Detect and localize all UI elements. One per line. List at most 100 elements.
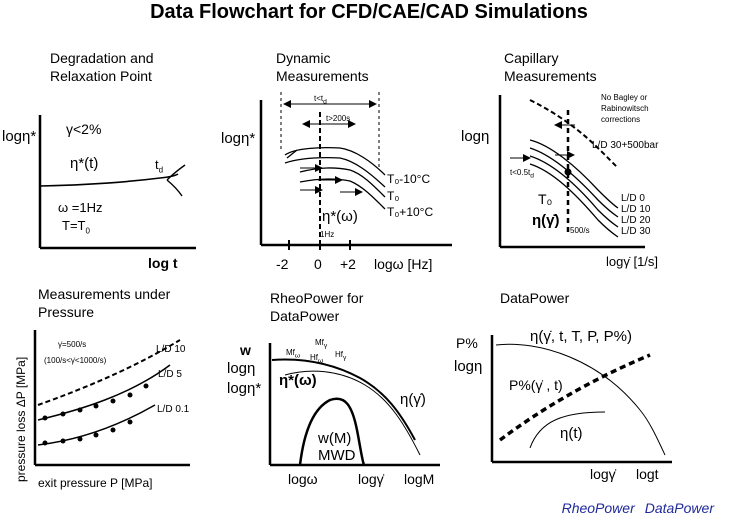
dynamic-curve (284, 147, 386, 176)
degradation-curve (39, 173, 179, 187)
pressure-point (143, 383, 149, 389)
rheopower-y-label-eta-star: logη* (227, 380, 262, 397)
degradation-title-line2: Relaxation Point (50, 68, 152, 84)
dynamic-curve (299, 178, 386, 210)
dynamic-kink (286, 149, 298, 159)
datapower-eta-full-label: η(γ̇, t, T, P, P%) (530, 328, 632, 345)
capillary-top-curve (529, 99, 619, 169)
pressure-point (127, 392, 133, 398)
footer-brand: RheoPower DataPower (552, 500, 714, 516)
rheopower-title-line1: RheoPower for (270, 290, 364, 306)
dynamic-chart (259, 92, 452, 250)
rheopower-title-line2: DataPower (270, 308, 340, 324)
pressure-point (110, 427, 116, 433)
degradation-up-branch (166, 164, 186, 181)
dynamic-temp-zero: T₀ (387, 189, 400, 203)
datapower-y-label-pp: P% (456, 335, 478, 351)
capillary-ld-label: L/D 0 (621, 193, 645, 204)
rheopower-hf-label: Hfω (310, 353, 324, 365)
footer-rheopower: RheoPower (561, 500, 635, 516)
pressure-y-label: pressure loss ΔP [MPa] (14, 356, 28, 482)
dynamic-curve (299, 167, 386, 198)
degradation-condition: γ<2% (66, 121, 102, 137)
rheopower-mf-label: Mfγ (315, 338, 328, 350)
rheopower-mf-label: Mfω (286, 348, 301, 360)
pressure-curve-ld01 (37, 404, 156, 446)
datapower-x-label: logt (636, 466, 659, 482)
capillary-x-label: logγ̇ [1/s] (606, 254, 659, 269)
pressure-ld-label: L/D 5 (158, 369, 182, 380)
datapower-pp-label: P%(γ̇ , t) (509, 377, 563, 393)
rheopower-curve (271, 358, 416, 441)
rheopower-mwd-line2: MWD (318, 447, 356, 464)
degradation-down-branch (166, 179, 183, 197)
capillary-note-line: No Bagley or (601, 93, 648, 102)
capillary-curve (529, 155, 619, 228)
datapower-eta-t-curve (529, 411, 606, 449)
rheopower-y-label-eta: logη (227, 360, 256, 377)
rheopower-y-label-w: w (240, 342, 251, 358)
pressure-point (110, 398, 116, 404)
capillary-note-line: corrections (601, 115, 641, 124)
degradation-omega: ω =1Hz (58, 200, 103, 215)
rheopower-chart (268, 343, 440, 467)
capillary-title-line1: Capillary (504, 50, 559, 66)
rheopower-x-label: logM (404, 471, 435, 487)
datapower-y-label-eta: logη (454, 358, 483, 375)
capillary-curve-label: η(γ̇) (532, 212, 560, 229)
pressure-curve-ld10 (37, 339, 181, 406)
capillary-ld-top: L/D 30+500bar (592, 140, 659, 151)
pressure-point (60, 438, 66, 444)
pressure-point (42, 440, 48, 446)
footer-datapower: DataPower (644, 500, 714, 516)
datapower-eta-curve (495, 343, 666, 456)
pressure-point (77, 436, 83, 442)
rheopower-eta-star-label: η*(ω) (279, 372, 317, 389)
dynamic-tick-label: +2 (340, 256, 356, 272)
dynamic-tick-label: 0 (314, 256, 322, 272)
capillary-ld-label: L/D 20 (621, 215, 651, 226)
dynamic-curve (284, 157, 386, 188)
pressure-note2: (100/s<γ̇<1000/s) (44, 356, 107, 365)
pressure-title-line2: Pressure (38, 304, 95, 320)
rheopower-x-label: logγ̇ (358, 471, 384, 487)
datapower-eta-t-label: η(t) (560, 425, 583, 442)
pressure-x-label: exit pressure P [MPa] (38, 476, 153, 490)
degradation-chart (38, 115, 196, 250)
pressure-point (60, 411, 66, 417)
rheopower-hf-label: Hfγ (335, 350, 347, 362)
capillary-note-line: Rabinowitsch (601, 104, 649, 113)
rheopower-mwd-line1: w(M) (318, 430, 352, 447)
degradation-curve-label: η*(t) (70, 155, 99, 172)
dynamic-temp-minus: T₀-10°C (387, 172, 431, 186)
dynamic-title-line1: Dynamic (276, 50, 331, 66)
pressure-point (77, 407, 83, 413)
pressure-point (93, 403, 99, 409)
capillary-curve (529, 163, 619, 238)
dynamic-tick-label: -2 (276, 256, 289, 272)
capillary-curve (529, 147, 619, 218)
dynamic-t2-label: t>200s (326, 114, 351, 123)
degradation-temp: T=T0 (62, 218, 90, 236)
rheopower-x-label: logω (288, 471, 318, 487)
capillary-t-label: t<0.5td (510, 168, 534, 180)
capillary-ld-label: L/D 10 (621, 204, 651, 215)
pressure-point (127, 419, 133, 425)
pressure-ld-label: L/D 10 (156, 344, 186, 355)
dynamic-title-line2: Measurements (276, 68, 369, 84)
pressure-point (93, 432, 99, 438)
dynamic-1hz-label: 1Hz (320, 230, 335, 239)
mwd-curve (298, 397, 366, 466)
datapower-chart (490, 335, 672, 464)
rheopower-curve (284, 370, 421, 456)
dynamic-temp-plus: T₀+10°C (387, 205, 434, 219)
page-title: Data Flowchart for CFD/CAE/CAD Simulatio… (150, 1, 588, 23)
pressure-note1: γ̇=500/s (58, 340, 87, 349)
pressure-point (42, 415, 48, 421)
datapower-pp-curve (498, 353, 651, 442)
degradation-y-label: logη* (2, 128, 37, 145)
degradation-title-line1: Degradation and (50, 50, 154, 66)
pressure-ld-label: L/D 0.1 (157, 404, 190, 415)
dynamic-curve-label: η*(ω) (322, 208, 358, 225)
